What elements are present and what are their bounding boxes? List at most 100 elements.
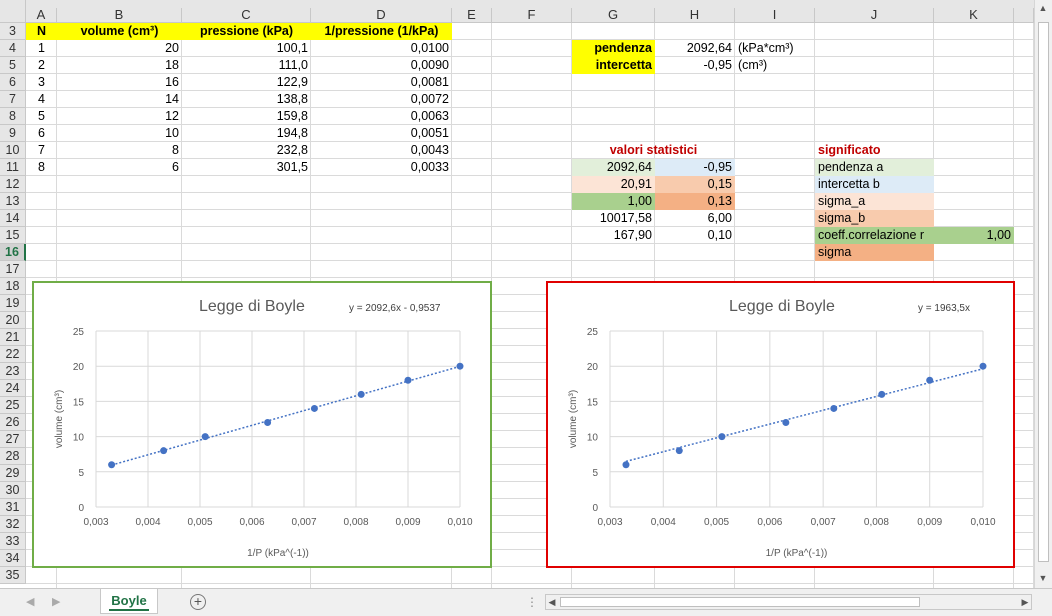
table-cell-inverse-pressure[interactable]: 0,0072 <box>410 92 449 106</box>
stats-value-b[interactable]: 0,13 <box>655 193 735 210</box>
table-cell-volume[interactable]: 6 <box>172 160 179 174</box>
row-header-21[interactable]: 21 <box>0 329 26 346</box>
add-sheet-icon[interactable]: + <box>190 594 206 610</box>
table-cell-n[interactable]: 1 <box>38 41 45 55</box>
select-all-corner[interactable] <box>0 0 26 23</box>
table-cell-pressure[interactable]: 159,8 <box>276 109 308 123</box>
row-header-19[interactable]: 19 <box>0 295 26 312</box>
table-cell-volume[interactable]: 14 <box>165 92 179 106</box>
table-cell-inverse-pressure[interactable]: 0,0063 <box>410 109 449 123</box>
meaning-item[interactable]: intercetta b <box>815 176 934 193</box>
meaning-item[interactable]: pendenza a <box>815 159 934 176</box>
table-cell-volume[interactable]: 10 <box>165 126 179 140</box>
row-header-31[interactable]: 31 <box>0 499 26 516</box>
row-header-3[interactable]: 3 <box>0 23 26 40</box>
row-header-34[interactable]: 34 <box>0 550 26 567</box>
table-cell-n[interactable]: 4 <box>38 92 45 106</box>
chart-2[interactable]: Legge di Boyle y = 1963,5x 0,003 0,004 0,005… <box>546 281 1015 568</box>
table-cell-n[interactable]: 7 <box>38 143 45 157</box>
row-header-17[interactable]: 17 <box>0 261 26 278</box>
table-cell-n[interactable]: 5 <box>38 109 45 123</box>
row-header-27[interactable]: 27 <box>0 431 26 448</box>
scroll-up-icon[interactable]: ▲ <box>1038 3 1048 13</box>
stats-value-a[interactable]: 167,90 <box>613 228 652 242</box>
row-header-11[interactable]: 11 <box>0 159 26 176</box>
row-header-29[interactable]: 29 <box>0 465 26 482</box>
slope-label[interactable]: pendenza <box>572 40 655 57</box>
row-header-8[interactable]: 8 <box>0 108 26 125</box>
table-cell-volume[interactable]: 8 <box>172 143 179 157</box>
meaning-item[interactable]: sigma_b <box>815 210 934 227</box>
scroll-right-icon[interactable]: ▶ <box>1021 597 1029 607</box>
stats-value-a[interactable]: 2092,64 <box>572 159 655 176</box>
table-cell-pressure[interactable]: 138,8 <box>276 92 308 106</box>
tab-prev-icon[interactable]: ◀ <box>26 596 35 608</box>
column-header-g[interactable]: G <box>572 8 655 23</box>
scroll-down-icon[interactable]: ▼ <box>1038 573 1048 583</box>
row-header-15[interactable]: 15 <box>0 227 26 244</box>
stats-value-a[interactable]: 1,00 <box>572 193 655 210</box>
row-header-23[interactable]: 23 <box>0 363 26 380</box>
table-header-inverse-pressure[interactable]: 1/pressione (1/kPa) <box>311 23 452 40</box>
vertical-scroll-thumb[interactable] <box>1038 22 1049 562</box>
table-header-pressure[interactable]: pressione (kPa) <box>182 23 311 40</box>
table-cell-pressure[interactable]: 111,0 <box>278 58 308 72</box>
row-header-25[interactable]: 25 <box>0 397 26 414</box>
column-header-d[interactable]: D <box>311 8 452 23</box>
row-header-6[interactable]: 6 <box>0 74 26 91</box>
stats-value-b[interactable]: -0,95 <box>655 159 735 176</box>
column-header-e[interactable]: E <box>452 8 492 23</box>
row-header-18[interactable]: 18 <box>0 278 26 295</box>
row-header-14[interactable]: 14 <box>0 210 26 227</box>
table-cell-pressure[interactable]: 100,1 <box>276 41 308 55</box>
tab-next-icon[interactable]: ▶ <box>52 596 61 608</box>
table-cell-n[interactable]: 8 <box>38 160 45 174</box>
vertical-scrollbar[interactable]: ▲ ▼ <box>1034 0 1052 588</box>
row-header-7[interactable]: 7 <box>0 91 26 108</box>
table-cell-volume[interactable]: 16 <box>165 75 179 89</box>
column-header-b[interactable]: B <box>57 8 182 23</box>
stats-value-a[interactable]: 10017,58 <box>599 211 652 225</box>
stats-value-b[interactable]: 6,00 <box>707 211 732 225</box>
table-cell-n[interactable]: 6 <box>38 126 45 140</box>
table-cell-n[interactable]: 3 <box>38 75 45 89</box>
meaning-item[interactable]: sigma_a <box>815 193 934 210</box>
intercept-unit[interactable]: (cm³) <box>738 58 768 72</box>
row-header-12[interactable]: 12 <box>0 176 26 193</box>
row-header-32[interactable]: 32 <box>0 516 26 533</box>
column-header-i[interactable]: I <box>735 8 815 23</box>
row-header-16[interactable]: 16 <box>0 244 26 261</box>
row-header-26[interactable]: 26 <box>0 414 26 431</box>
column-header-f[interactable]: F <box>492 8 572 23</box>
stats-title[interactable]: valori statistici <box>609 143 698 157</box>
table-cell-inverse-pressure[interactable]: 0,0051 <box>410 126 449 140</box>
intercept-value[interactable]: -0,95 <box>703 58 733 72</box>
row-header-33[interactable]: 33 <box>0 533 26 550</box>
sheet-tab-boyle[interactable]: Boyle <box>100 589 158 614</box>
intercept-label[interactable]: intercetta <box>572 57 655 74</box>
row-header-4[interactable]: 4 <box>0 40 26 57</box>
row-header-30[interactable]: 30 <box>0 482 26 499</box>
row-header-35[interactable]: 35 <box>0 567 26 584</box>
table-cell-inverse-pressure[interactable]: 0,0100 <box>410 41 449 55</box>
row-header-9[interactable]: 9 <box>0 125 26 142</box>
stats-value-a[interactable]: 20,91 <box>572 176 655 193</box>
slope-unit[interactable]: (kPa*cm³) <box>738 41 794 55</box>
horizontal-scrollbar[interactable]: ◀ ▶ <box>545 594 1032 610</box>
table-header-volume[interactable]: volume (cm³) <box>57 23 182 40</box>
stats-value-b[interactable]: 0,10 <box>707 228 732 242</box>
table-cell-volume[interactable]: 18 <box>165 58 179 72</box>
column-header-a[interactable]: A <box>26 8 57 23</box>
column-header-h[interactable]: H <box>655 8 735 23</box>
row-header-28[interactable]: 28 <box>0 448 26 465</box>
row-header-20[interactable]: 20 <box>0 312 26 329</box>
table-cell-inverse-pressure[interactable]: 0,0081 <box>410 75 449 89</box>
row-header-22[interactable]: 22 <box>0 346 26 363</box>
slope-value[interactable]: 2092,64 <box>686 41 732 55</box>
table-header-n[interactable]: N <box>26 23 57 40</box>
table-cell-volume[interactable]: 12 <box>165 109 179 123</box>
table-cell-inverse-pressure[interactable]: 0,0033 <box>410 160 449 174</box>
table-cell-pressure[interactable]: 232,8 <box>276 143 308 157</box>
table-cell-pressure[interactable]: 301,5 <box>276 160 308 174</box>
